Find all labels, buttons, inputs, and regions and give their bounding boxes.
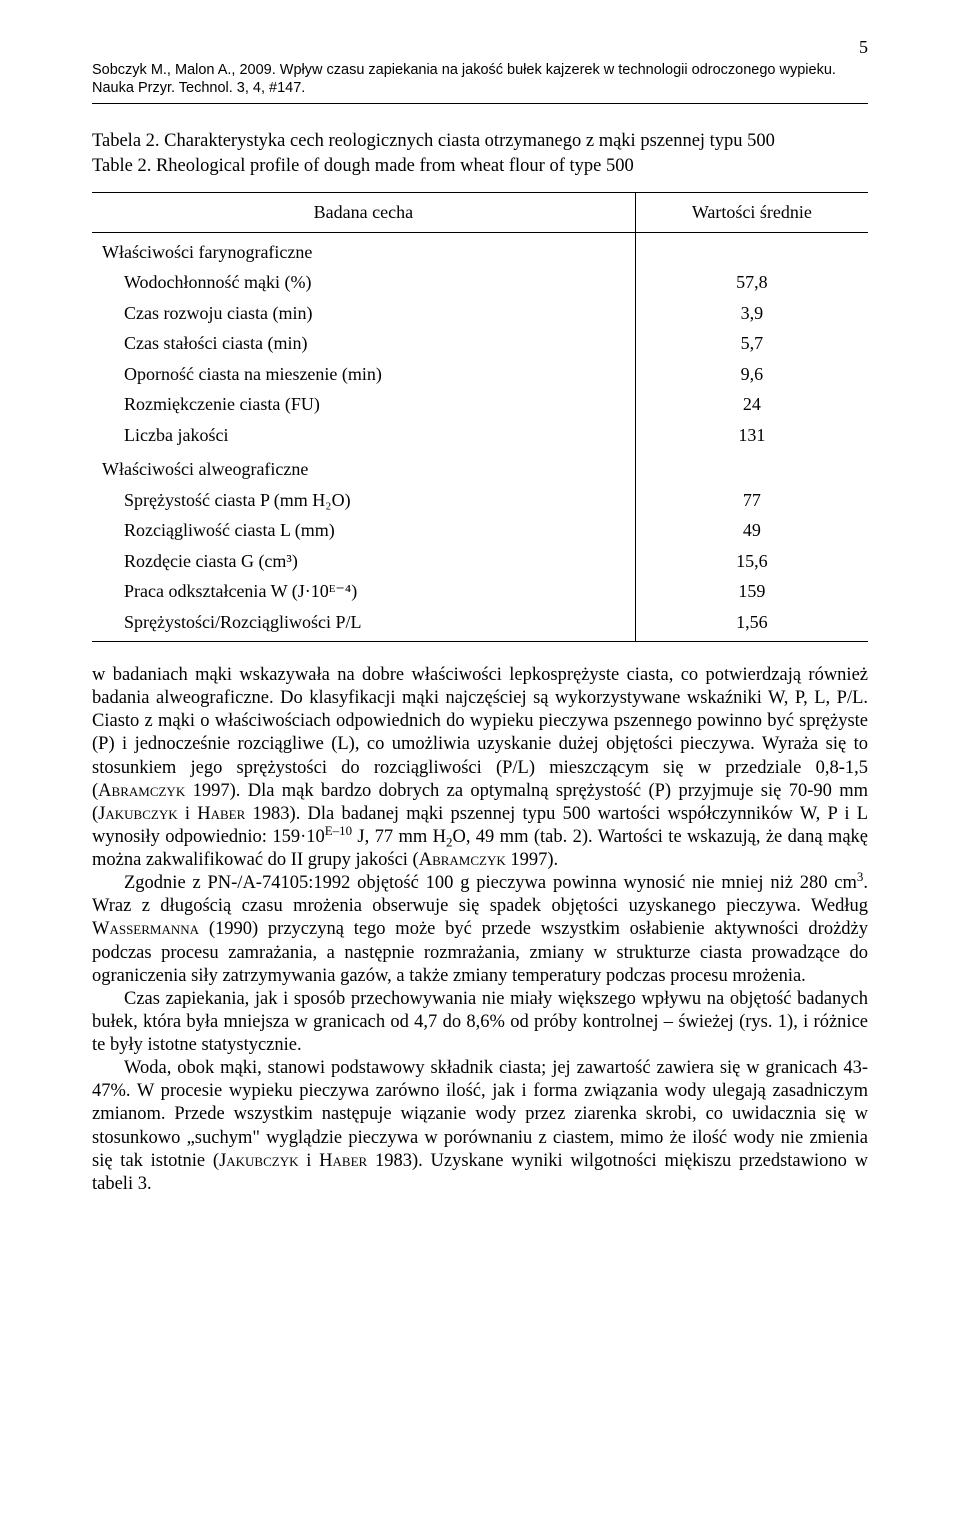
table-cell-label: Rozdęcie ciasta G (cm³) bbox=[92, 546, 635, 577]
author-ref: Jakubczyk bbox=[219, 1151, 298, 1171]
table-header-row: Badana cecha Wartości średnie bbox=[92, 193, 868, 233]
table-row: Liczba jakości 131 bbox=[92, 420, 868, 451]
superscript: E–10 bbox=[325, 823, 352, 838]
text-span: J, 77 mm H bbox=[352, 827, 446, 847]
table-row: Rozciągliwość ciasta L (mm) 49 bbox=[92, 515, 868, 546]
table-cell-label: Liczba jakości bbox=[92, 420, 635, 451]
author-ref: Jakubczyk bbox=[98, 804, 177, 824]
table-cell-value: 1,56 bbox=[635, 607, 868, 642]
table-cell-value: 57,8 bbox=[635, 267, 868, 298]
table-cell-label: Sprężystość ciasta P (mm H₂O) bbox=[92, 485, 635, 516]
author-ref: Abramczyk bbox=[419, 850, 506, 870]
table-row: Czas rozwoju ciasta (min) 3,9 bbox=[92, 298, 868, 329]
table-section-label: Właściwości farynograficzne bbox=[92, 232, 635, 267]
table-cell-empty bbox=[635, 232, 868, 267]
table-cell-label: Rozciągliwość ciasta L (mm) bbox=[92, 515, 635, 546]
table-section-row: Właściwości farynograficzne bbox=[92, 232, 868, 267]
table-cell-label: Czas rozwoju ciasta (min) bbox=[92, 298, 635, 329]
author-ref: Wassermanna bbox=[92, 919, 199, 939]
table-cell-empty bbox=[635, 450, 868, 485]
body-text: w badaniach mąki wskazywała na dobre wła… bbox=[92, 664, 868, 1196]
paragraph-2: Zgodnie z PN-/A-74105:1992 objętość 100 … bbox=[92, 872, 868, 988]
running-head-line1: Sobczyk M., Malon A., 2009. Wpływ czasu … bbox=[92, 62, 836, 78]
table-row: Sprężystość ciasta P (mm H₂O) 77 bbox=[92, 485, 868, 516]
running-head: Sobczyk M., Malon A., 2009. Wpływ czasu … bbox=[92, 61, 868, 104]
table-cell-value: 3,9 bbox=[635, 298, 868, 329]
author-ref: Abramczyk bbox=[98, 781, 185, 801]
table-caption-pl: Tabela 2. Charakterystyka cech reologicz… bbox=[92, 130, 868, 153]
table-cell-label: Praca odkształcenia W (J·10ᴱ⁻⁴) bbox=[92, 576, 635, 607]
table-cell-label: Sprężystości/Rozciągliwości P/L bbox=[92, 607, 635, 642]
table-row: Wodochłonność mąki (%) 57,8 bbox=[92, 267, 868, 298]
text-span: i bbox=[178, 804, 198, 824]
table-cell-value: 5,7 bbox=[635, 328, 868, 359]
table-cell-value: 15,6 bbox=[635, 546, 868, 577]
text-span: (1990) przyczyną tego może być przede ws… bbox=[92, 919, 868, 985]
author-ref: Haber bbox=[197, 804, 245, 824]
table-cell-value: 131 bbox=[635, 420, 868, 451]
table-header-right: Wartości średnie bbox=[635, 193, 868, 233]
paragraph-4: Woda, obok mąki, stanowi podstawowy skła… bbox=[92, 1057, 868, 1196]
table-row: Praca odkształcenia W (J·10ᴱ⁻⁴) 159 bbox=[92, 576, 868, 607]
table-cell-value: 159 bbox=[635, 576, 868, 607]
paragraph-3: Czas zapiekania, jak i sposób przechowyw… bbox=[92, 988, 868, 1057]
table-section-row: Właściwości alweograficzne bbox=[92, 450, 868, 485]
table-row: Czas stałości ciasta (min) 5,7 bbox=[92, 328, 868, 359]
table-cell-value: 77 bbox=[635, 485, 868, 516]
page-container: 5 Sobczyk M., Malon A., 2009. Wpływ czas… bbox=[0, 0, 960, 1256]
table-cell-value: 24 bbox=[635, 389, 868, 420]
table-row: Rozdęcie ciasta G (cm³) 15,6 bbox=[92, 546, 868, 577]
table-cell-value: 9,6 bbox=[635, 359, 868, 390]
page-number: 5 bbox=[92, 36, 868, 59]
table-cell-label: Czas stałości ciasta (min) bbox=[92, 328, 635, 359]
rheology-table: Badana cecha Wartości średnie Właściwośc… bbox=[92, 192, 868, 642]
running-head-line2: Nauka Przyr. Technol. 3, 4, #147. bbox=[92, 80, 305, 96]
author-ref: Haber bbox=[319, 1151, 367, 1171]
text-span: 1997). bbox=[506, 850, 558, 870]
table-caption-en: Table 2. Rheological profile of dough ma… bbox=[92, 155, 868, 178]
table-row: Rozmiękczenie ciasta (FU) 24 bbox=[92, 389, 868, 420]
paragraph-1: w badaniach mąki wskazywała na dobre wła… bbox=[92, 664, 868, 872]
table-cell-label: Rozmiękczenie ciasta (FU) bbox=[92, 389, 635, 420]
text-span: Zgodnie z PN-/A-74105:1992 objętość 100 … bbox=[124, 873, 857, 893]
table-row: Oporność ciasta na mieszenie (min) 9,6 bbox=[92, 359, 868, 390]
table-cell-label: Oporność ciasta na mieszenie (min) bbox=[92, 359, 635, 390]
table-row: Sprężystości/Rozciągliwości P/L 1,56 bbox=[92, 607, 868, 642]
table-section-label: Właściwości alweograficzne bbox=[92, 450, 635, 485]
table-cell-label: Wodochłonność mąki (%) bbox=[92, 267, 635, 298]
table-header-left: Badana cecha bbox=[92, 193, 635, 233]
text-span: i bbox=[299, 1151, 320, 1171]
table-cell-value: 49 bbox=[635, 515, 868, 546]
